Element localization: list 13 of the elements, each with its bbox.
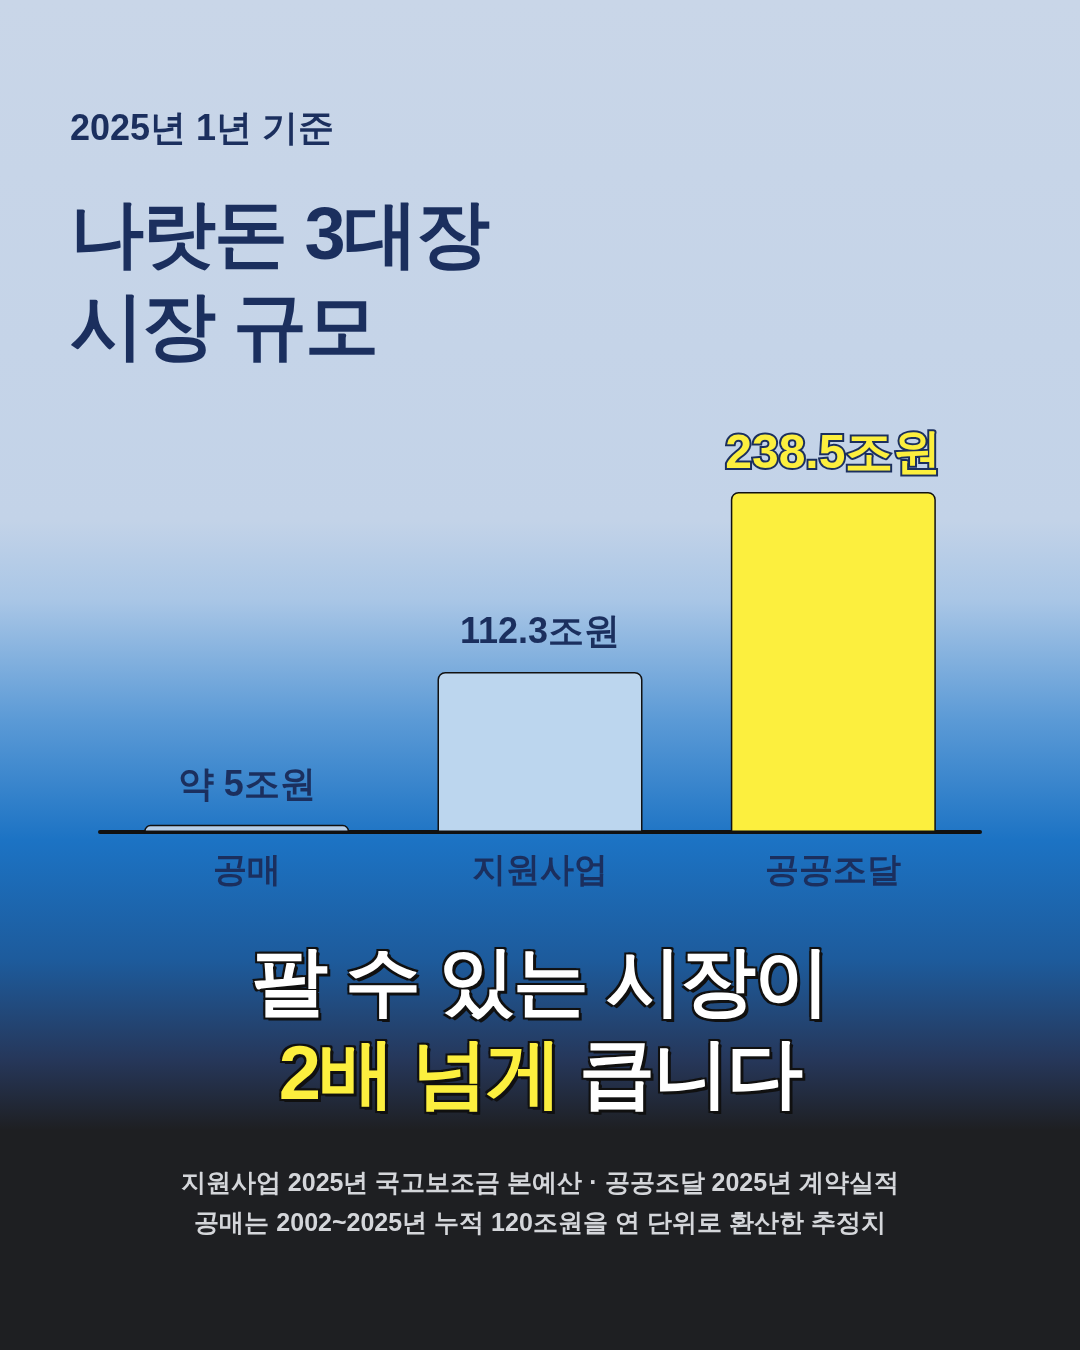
text: 2배 넘게 — [278, 1030, 561, 1115]
text: 공매는 2002~2025년 누적 120조원을 연 단위로 환산한 추정치 — [193, 1207, 887, 1238]
x-tick-label: 지원사업 — [472, 850, 608, 888]
chart-title: 나랏돈 3대장 시장 규모 — [70, 191, 490, 369]
x-tick-label: 공매 — [212, 850, 281, 888]
data-label: 약 5조원 — [177, 763, 316, 805]
chart-subtitle: 2025년 1년 기준 — [70, 106, 335, 150]
data-label: 112.3조원 — [459, 610, 621, 652]
text: 큽니다 — [579, 1030, 802, 1115]
text: 지원사업 2025년 국고보조금 본예산 · 공공조달 2025년 계약실적 — [179, 1167, 901, 1198]
data-label: 238.5조원 — [725, 424, 942, 478]
text: 팔 수 있는 시장이 — [251, 937, 829, 1025]
x-tick-label: 공공조달 — [765, 850, 902, 888]
